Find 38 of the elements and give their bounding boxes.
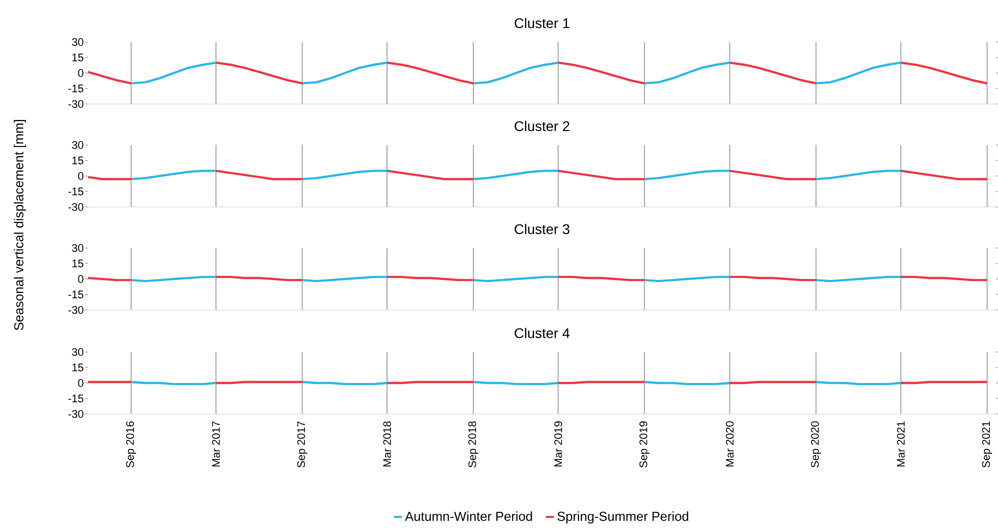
y-tick-label: 15 — [72, 54, 84, 62]
y-axis-title: Seasonal vertical displacement [mm] — [14, 120, 26, 330]
y-tick-label: -30 — [68, 306, 84, 314]
x-tick-label: Mar 2020 — [726, 421, 734, 466]
y-tick-label: 0 — [78, 172, 84, 180]
x-tick-label: Mar 2021 — [896, 421, 905, 466]
y-tick-label: -30 — [68, 203, 84, 211]
x-tick-label: Sep 2016 — [126, 421, 136, 468]
y-tick-label: -15 — [68, 188, 84, 196]
y-tick-label: -15 — [68, 290, 84, 298]
x-tick-label: Sep 2020 — [811, 421, 821, 468]
y-tick-label: 15 — [72, 156, 84, 164]
y-tick-label: 15 — [72, 260, 84, 268]
x-tick-label: Mar 2019 — [554, 421, 562, 466]
y-tick-label: 0 — [78, 69, 84, 77]
y-tick-label: 0 — [78, 275, 84, 283]
y-tick-label: 30 — [72, 244, 84, 252]
chart-title: Cluster 1 — [514, 18, 570, 28]
x-tick-label: Mar 2018 — [383, 421, 391, 466]
x-tick-label: Sep 2017 — [297, 421, 308, 468]
y-tick-label: 30 — [72, 141, 84, 149]
x-tick-label: Sep 2019 — [639, 421, 650, 468]
chart-title: Cluster 2 — [514, 120, 570, 132]
chart-title: Cluster 4 — [514, 328, 570, 338]
y-tick-label: -30 — [68, 100, 84, 108]
y-tick-label: -15 — [68, 84, 84, 92]
x-tick-label: Mar 2017 — [212, 421, 220, 466]
y-tick-label: 30 — [72, 348, 84, 356]
y-tick-label: 15 — [72, 364, 84, 372]
y-tick-label: -15 — [68, 394, 84, 402]
legend-label: Spring-Summer Period — [557, 511, 688, 524]
x-tick-label: Sep 2021 — [982, 421, 992, 468]
y-tick-label: 30 — [72, 38, 84, 46]
y-tick-label: -30 — [68, 410, 84, 418]
chart-title: Cluster 3 — [514, 224, 570, 234]
y-tick-label: 0 — [78, 379, 84, 387]
legend-label: Autumn-Winter Period — [404, 511, 532, 521]
x-tick-label: Sep 2018 — [468, 421, 478, 468]
